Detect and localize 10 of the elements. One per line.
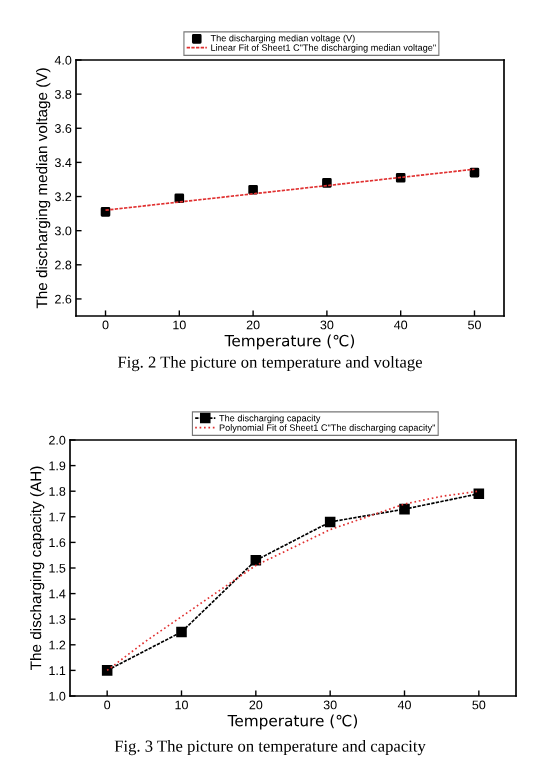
point xyxy=(473,488,485,500)
point xyxy=(248,184,258,195)
point xyxy=(176,626,187,638)
caption: Fig. 3 The picture on temperature and capacity xyxy=(114,740,426,756)
point xyxy=(101,665,113,676)
point xyxy=(469,167,480,178)
point xyxy=(399,503,410,515)
point xyxy=(324,516,336,528)
point xyxy=(250,555,262,566)
caption: Fig. 2 The picture on temperature and voltage xyxy=(117,356,422,372)
